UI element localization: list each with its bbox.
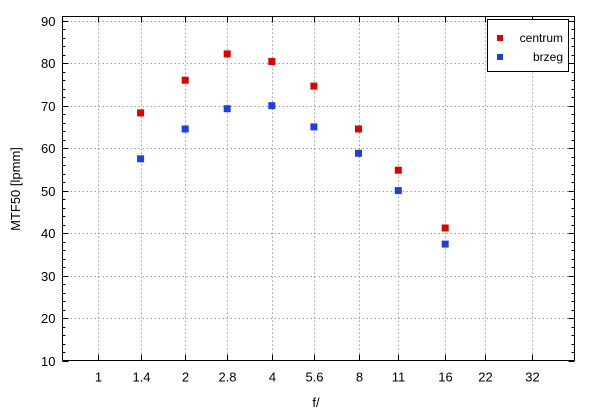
legend-label-centrum: centrum: [520, 31, 563, 45]
x-tick-label: 1.4: [132, 370, 150, 385]
legend-label-brzeg: brzeg: [533, 50, 563, 64]
point-brzeg: [181, 125, 189, 133]
y-tick-label: 10: [41, 354, 55, 369]
legend-box: [487, 19, 569, 72]
point-centrum: [441, 224, 449, 232]
y-tick-label: 50: [41, 184, 55, 199]
x-tick-label: 32: [525, 370, 539, 385]
x-axis-title: f/: [312, 395, 320, 410]
y-tick-labels: 10 20 30 40 50 60 70 80 90: [41, 14, 55, 369]
y-tick-label: 90: [41, 14, 55, 29]
y-tick-label: 40: [41, 226, 55, 241]
point-brzeg: [137, 155, 145, 163]
legend-marker-centrum: [497, 35, 503, 41]
point-brzeg: [268, 102, 276, 110]
point-brzeg: [310, 123, 318, 131]
y-axis-title: MTF50 [lpmm]: [8, 147, 23, 231]
y-tick-label: 70: [41, 99, 55, 114]
x-tick-label: 2.8: [218, 370, 236, 385]
point-centrum: [268, 58, 276, 65]
x-tick-label: 11: [392, 370, 406, 385]
point-centrum: [181, 76, 189, 84]
point-centrum: [394, 166, 402, 174]
point-centrum: [223, 50, 231, 58]
point-brzeg: [441, 240, 449, 248]
point-centrum: [310, 82, 318, 90]
y-tick-label: 20: [41, 311, 55, 326]
point-brzeg: [223, 105, 231, 113]
x-tick-label: 22: [478, 370, 492, 385]
x-tick-label: 2: [182, 370, 189, 385]
legend: centrum brzeg: [487, 19, 569, 72]
y-tick-label: 80: [41, 56, 55, 71]
point-brzeg: [355, 149, 362, 157]
x-tick-label: 4: [269, 370, 276, 385]
point-centrum: [355, 125, 362, 133]
axis-ticks: [62, 16, 575, 362]
x-tick-label: 8: [356, 370, 363, 385]
x-tick-label: 16: [438, 370, 452, 385]
y-tick-label: 60: [41, 141, 55, 156]
plot-area-frame: [62, 16, 575, 361]
data-points: [137, 50, 449, 248]
point-brzeg: [394, 187, 402, 195]
x-tick-label: 5.6: [305, 370, 323, 385]
x-tick-label: 1: [95, 370, 102, 385]
x-tick-labels: 1 1.4 2 2.8 4 5.6 8 11 16 22 32: [95, 370, 540, 385]
point-centrum: [137, 109, 145, 117]
legend-marker-brzeg: [497, 54, 503, 60]
y-tick-label: 30: [41, 269, 55, 284]
